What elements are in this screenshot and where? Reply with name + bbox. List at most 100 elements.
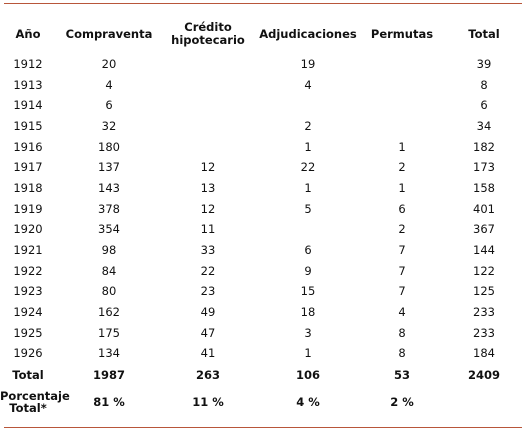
cell-total: 173 — [473, 160, 495, 175]
cell-year: 1921 — [13, 243, 43, 258]
cell-compraventa: 80 — [101, 284, 117, 299]
cell-compraventa: 134 — [98, 346, 120, 361]
cell-compraventa: 143 — [98, 180, 120, 195]
table-row: 1913 4 4 8 — [0, 75, 526, 96]
cell-credito-hipotecario: 41 — [200, 346, 216, 361]
cell-year: 1919 — [13, 201, 43, 216]
cell-compraventa: 354 — [98, 222, 120, 237]
header-credito-hipotecario: Crédito hipotecario — [171, 20, 245, 47]
table-row: 1917 137 12 22 2 173 — [0, 157, 526, 178]
cell-credito-hipotecario: 11 — [200, 222, 216, 237]
table-row: 1918 143 13 1 1 158 — [0, 178, 526, 199]
cell-adjudicaciones: 2 — [304, 118, 312, 133]
header-year: Año — [15, 26, 41, 41]
bottom-rule — [4, 427, 522, 428]
cell-adjudicaciones: 19 — [300, 56, 316, 71]
table-row: 1919 378 12 5 6 401 — [0, 199, 526, 220]
cell-credito-hipotecario: 12 — [200, 201, 216, 216]
cell-permutas: 8 — [398, 346, 406, 361]
cell-adjudicaciones: 15 — [300, 284, 316, 299]
cell-permutas: 7 — [398, 284, 406, 299]
percentage-adjudicaciones: 4 % — [296, 394, 320, 409]
cell-credito-hipotecario: 12 — [200, 160, 216, 175]
table-row: 1924 162 49 18 4 233 — [0, 302, 526, 323]
cell-permutas: 6 — [398, 201, 406, 216]
total-adjudicaciones: 106 — [295, 367, 320, 382]
cell-total: 34 — [476, 118, 492, 133]
cell-year: 1913 — [13, 77, 43, 92]
table-row: 1915 32 2 34 — [0, 116, 526, 137]
percentage-credito-hipotecario: 11 % — [192, 394, 224, 409]
cell-credito-hipotecario: 49 — [200, 305, 216, 320]
cell-year: 1916 — [13, 139, 43, 154]
cell-permutas — [362, 116, 442, 137]
cell-permutas: 1 — [398, 180, 406, 195]
cell-compraventa: 98 — [101, 243, 117, 258]
cell-total: 125 — [473, 284, 495, 299]
cell-total: 6 — [480, 98, 488, 113]
percentage-row: Porcentaje Total* 81 % 11 % 4 % 2 % — [0, 386, 526, 418]
percentage-permutas: 2 % — [390, 394, 414, 409]
header-compraventa: Compraventa — [65, 26, 153, 41]
total-total: 2409 — [467, 367, 500, 382]
cell-year: 1918 — [13, 180, 43, 195]
cell-permutas: 8 — [398, 325, 406, 340]
cell-compraventa: 378 — [98, 201, 120, 216]
cell-compraventa: 32 — [101, 118, 117, 133]
cell-compraventa: 180 — [98, 139, 120, 154]
cell-compraventa: 20 — [101, 56, 117, 71]
total-row: Total 1987 263 106 53 2409 — [0, 364, 526, 386]
cell-adjudicaciones: 5 — [304, 201, 312, 216]
cell-credito-hipotecario — [162, 137, 254, 158]
header-adjudicaciones: Adjudicaciones — [259, 26, 357, 41]
total-label: Total — [12, 367, 44, 382]
cell-year: 1924 — [13, 305, 43, 320]
cell-adjudicaciones: 3 — [304, 325, 312, 340]
cell-credito-hipotecario: 23 — [200, 284, 216, 299]
cell-permutas: 4 — [398, 305, 406, 320]
cell-credito-hipotecario: 13 — [200, 180, 216, 195]
cell-permutas — [362, 75, 442, 96]
cell-year: 1917 — [13, 160, 43, 175]
cell-adjudicaciones: 4 — [304, 77, 312, 92]
table-row: 1916 180 1 1 182 — [0, 137, 526, 158]
cell-year: 1912 — [13, 56, 43, 71]
cell-total: 367 — [473, 222, 495, 237]
cell-compraventa: 4 — [105, 77, 113, 92]
table-row: 1925 175 47 3 8 233 — [0, 323, 526, 344]
header-permutas: Permutas — [370, 26, 434, 41]
cell-total: 184 — [473, 346, 495, 361]
cell-year: 1923 — [13, 284, 43, 299]
cell-adjudicaciones: 1 — [304, 139, 312, 154]
cell-compraventa: 84 — [101, 263, 117, 278]
cell-total: 39 — [476, 56, 492, 71]
table-footer: Total 1987 263 106 53 2409 Porcentaje To… — [0, 364, 526, 418]
cell-adjudicaciones — [254, 95, 362, 116]
percentage-total — [442, 386, 526, 418]
table-row: 1920 354 11 2 367 — [0, 220, 526, 241]
cell-total: 182 — [473, 139, 495, 154]
cell-adjudicaciones: 1 — [304, 346, 312, 361]
table-body: 1912 20 19 39 1913 4 4 8 1914 6 6 1915 32 2 34 1916 180 1… — [0, 54, 526, 364]
cell-adjudicaciones: 1 — [304, 180, 312, 195]
cell-total: 144 — [473, 243, 495, 258]
cell-credito-hipotecario: 33 — [200, 243, 216, 258]
cell-adjudicaciones: 9 — [304, 263, 312, 278]
total-credito-hipotecario: 263 — [195, 367, 220, 382]
cell-year: 1914 — [13, 98, 43, 113]
cell-credito-hipotecario — [162, 95, 254, 116]
table-row: 1926 134 41 1 8 184 — [0, 344, 526, 365]
cell-compraventa: 162 — [98, 305, 120, 320]
table-row: 1921 98 33 6 7 144 — [0, 240, 526, 261]
cell-permutas — [362, 54, 442, 75]
cell-year: 1915 — [13, 118, 43, 133]
cell-permutas: 7 — [398, 243, 406, 258]
cell-adjudicaciones: 18 — [300, 305, 316, 320]
table-header: Año Compraventa Crédito hipotecario Adju… — [0, 14, 526, 54]
table-row: 1923 80 23 15 7 125 — [0, 282, 526, 303]
cell-total: 122 — [473, 263, 495, 278]
cell-credito-hipotecario — [162, 75, 254, 96]
cell-compraventa: 137 — [98, 160, 120, 175]
header-row: Año Compraventa Crédito hipotecario Adju… — [0, 14, 526, 54]
cell-adjudicaciones: 22 — [300, 160, 316, 175]
